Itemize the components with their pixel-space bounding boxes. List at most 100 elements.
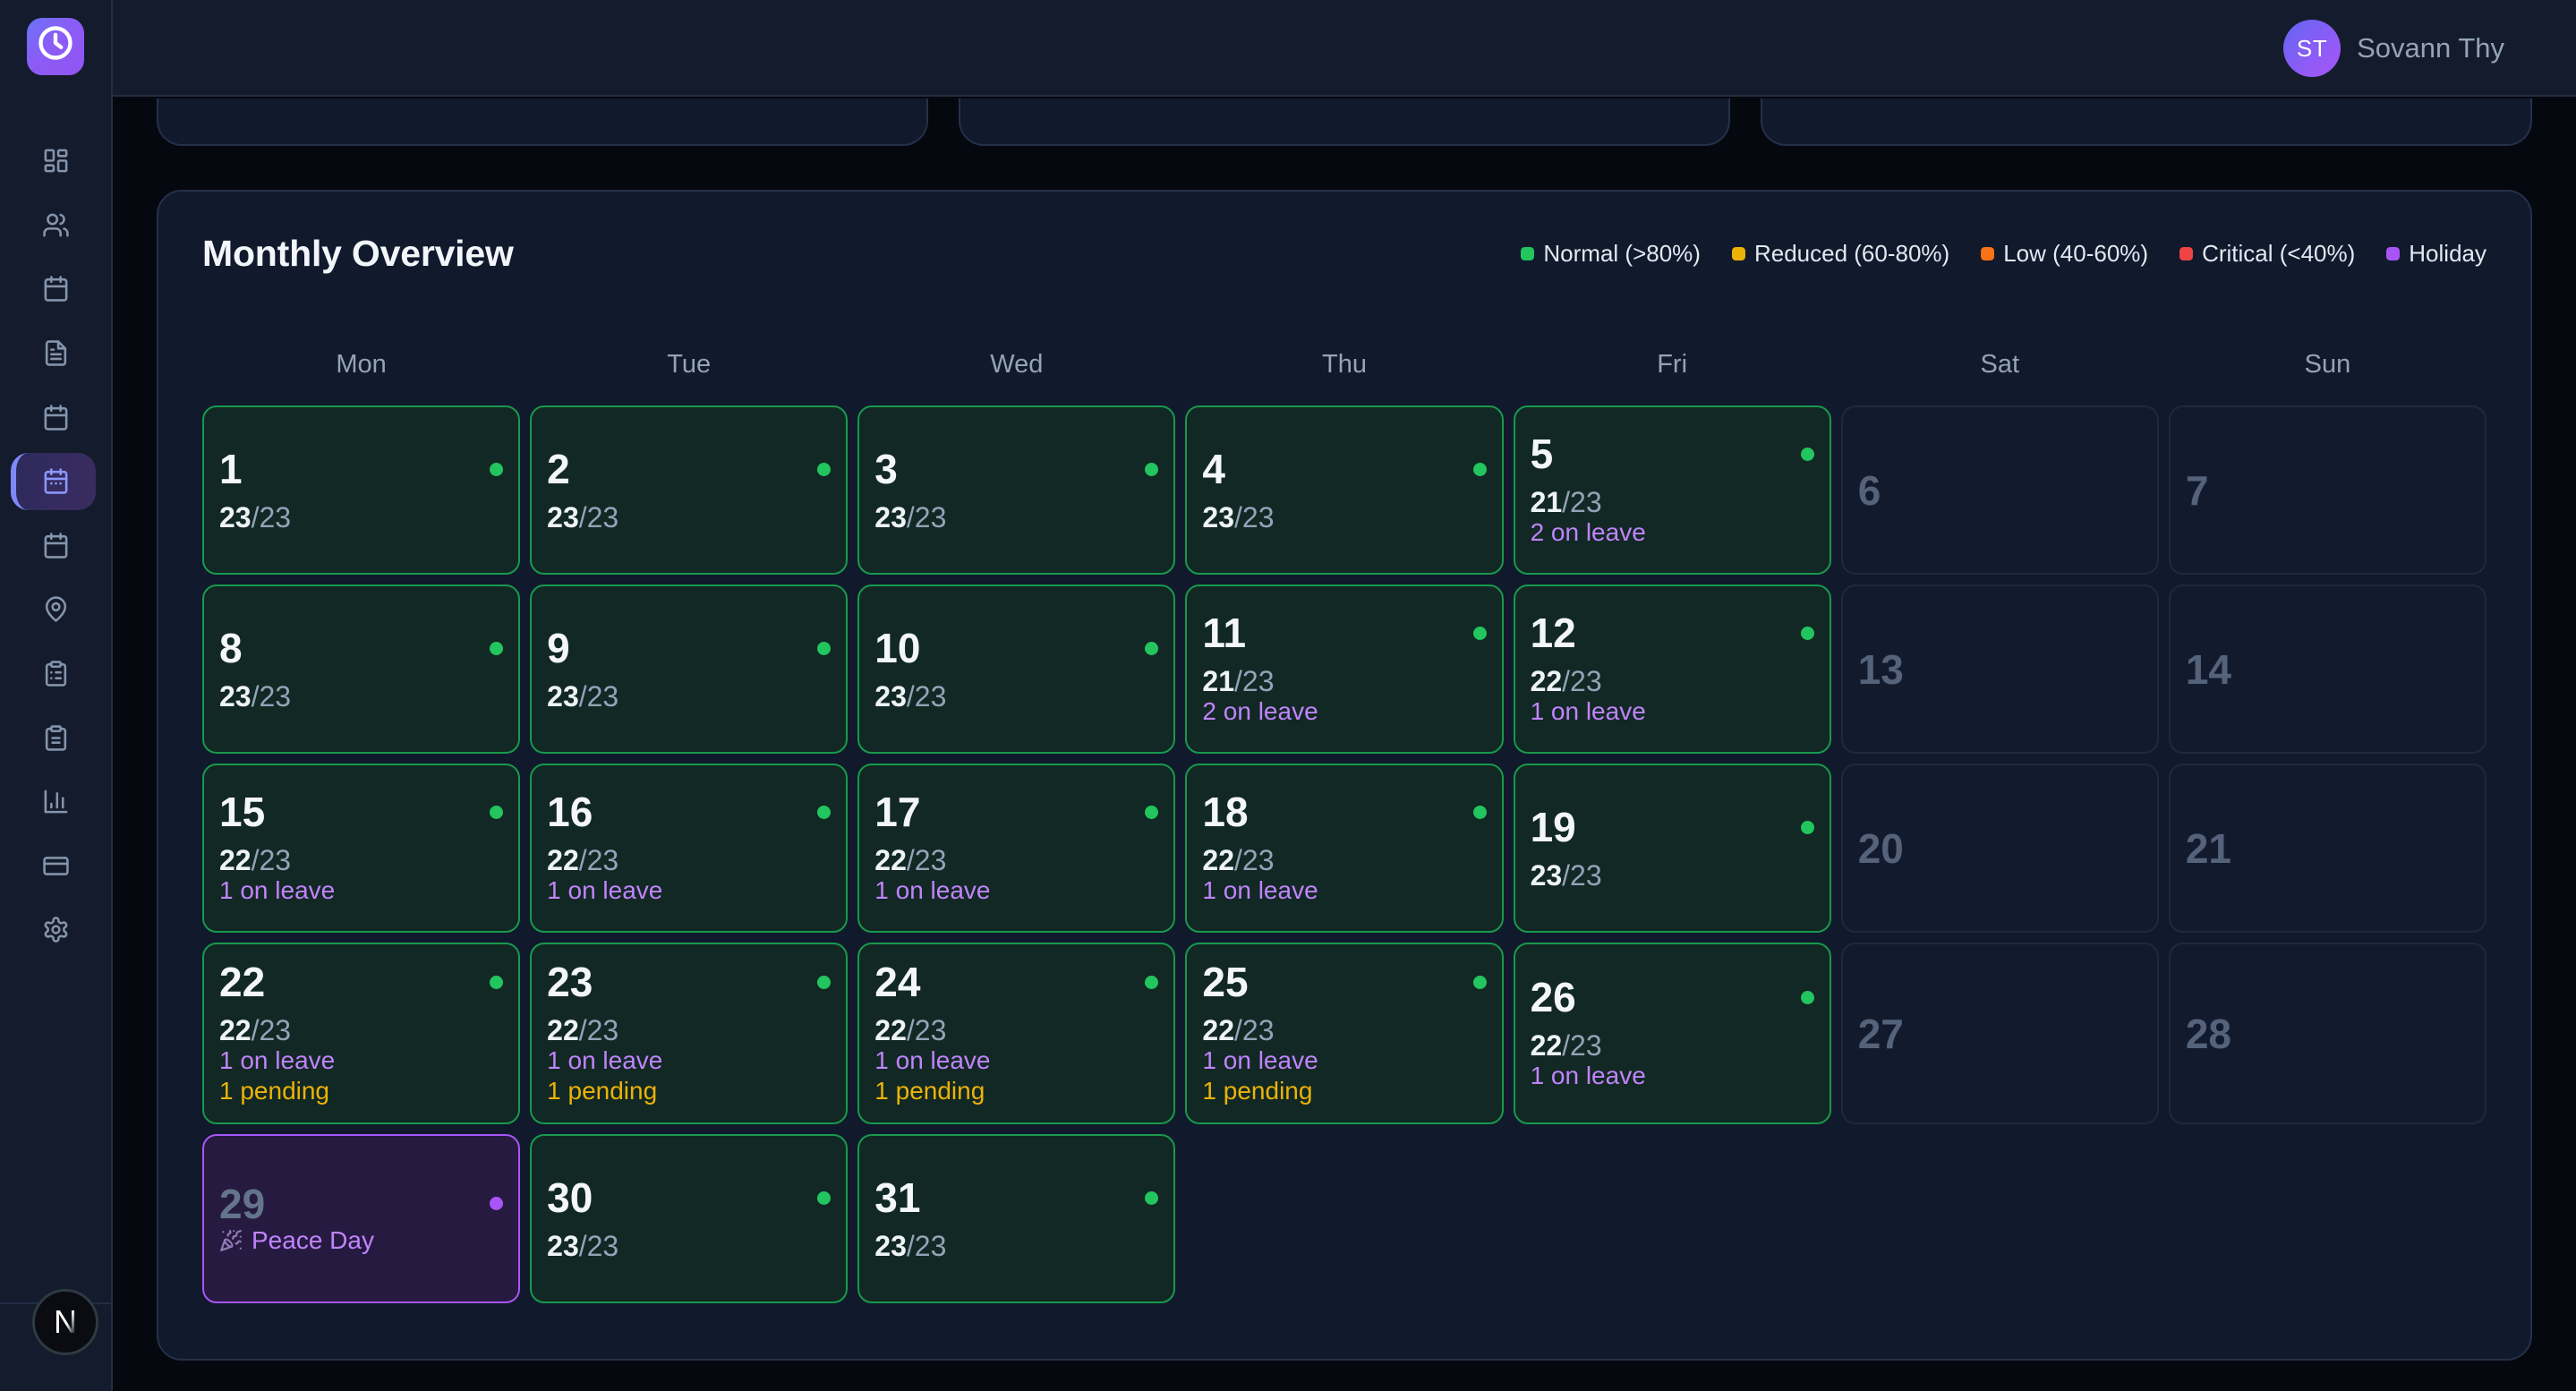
staffing-count: 23/23	[219, 502, 503, 533]
sidebar-item-users[interactable]	[0, 193, 111, 258]
summary-card	[1761, 98, 2532, 146]
day-cell-header: 16	[547, 790, 832, 833]
avatar[interactable]: ST	[2283, 20, 2341, 77]
sidebar-item-dashboard[interactable]	[0, 129, 111, 193]
day-cell-14[interactable]: 14	[2168, 585, 2486, 754]
day-cell-18[interactable]: 18 22/23 1 on leave	[1185, 764, 1504, 933]
nextjs-dev-badge[interactable]: N	[32, 1289, 98, 1355]
day-cell-27[interactable]: 27	[1840, 943, 2159, 1124]
day-cell-26[interactable]: 26 22/23 1 on leave	[1513, 943, 1831, 1124]
day-cell-21[interactable]: 21	[2168, 764, 2486, 933]
day-number: 11	[1202, 610, 1247, 656]
day-cell-3[interactable]: 3 23/23	[857, 405, 1176, 575]
user-menu[interactable]: ST Sovann Thy	[2283, 0, 2504, 97]
on-leave-label: 1 on leave	[1530, 697, 1646, 725]
calendar-grid: 1 23/23 2 23/23 3 23/23 4 23/23 5 21/23 2 on leave…	[202, 405, 2486, 1303]
sidebar-item-bar-chart[interactable]	[0, 770, 111, 834]
legend-label: Normal (>80%)	[1543, 239, 1701, 267]
day-cell-header: 1	[219, 448, 504, 491]
day-cell-30[interactable]: 30 23/23	[530, 1134, 849, 1303]
day-number: 14	[2185, 645, 2232, 693]
legend-item: Critical (<40%)	[2179, 240, 2355, 268]
day-cell-6[interactable]: 6	[1840, 405, 2159, 575]
day-cell-12[interactable]: 12 22/23 1 on leave	[1513, 585, 1831, 754]
staffing-count: 22/23	[219, 1015, 503, 1045]
day-cell-header: 14	[2186, 648, 2469, 691]
day-cell-25[interactable]: 25 22/23 1 on leave 1 pending	[1185, 943, 1504, 1124]
staffing-count: 22/23	[547, 1015, 831, 1045]
legend-chip	[2179, 246, 2194, 260]
sidebar-item-file-text[interactable]	[0, 321, 111, 386]
map-pin-icon	[42, 595, 70, 623]
present-count: 23	[547, 680, 579, 713]
sidebar-item-map-pin[interactable]	[0, 577, 111, 642]
legend-item: Reduced (60-80%)	[1731, 240, 1949, 268]
day-number: 19	[1530, 804, 1576, 850]
weekday-label: Sun	[2304, 350, 2351, 379]
day-cell-5[interactable]: 5 21/23 2 on leave	[1513, 405, 1831, 575]
sidebar-item-settings[interactable]	[0, 898, 111, 962]
pending-label: 1 pending	[874, 1077, 985, 1105]
legend: Normal (>80%) Reduced (60-80%) Low (40-60%…	[1521, 240, 2486, 268]
present-count: 22	[219, 844, 252, 876]
day-cell-11[interactable]: 11 21/23 2 on leave	[1185, 585, 1504, 754]
staffing-count: 23/23	[1202, 502, 1486, 533]
total-count: /23	[1562, 665, 1602, 697]
avatar-initials: ST	[2296, 34, 2328, 62]
day-cell-24[interactable]: 24 22/23 1 on leave 1 pending	[857, 943, 1176, 1124]
app-logo[interactable]	[27, 18, 84, 75]
status-dot	[490, 462, 504, 476]
present-count: 22	[874, 844, 907, 876]
day-cell-17[interactable]: 17 22/23 1 on leave	[857, 764, 1176, 933]
day-cell-1[interactable]: 1 23/23	[202, 405, 521, 575]
day-cell-2[interactable]: 2 23/23	[530, 405, 849, 575]
day-number: 22	[219, 959, 266, 1005]
bar-chart-icon	[42, 788, 70, 815]
staffing-count: 23/23	[874, 502, 1158, 533]
day-cell-header: 10	[874, 627, 1159, 670]
day-cell-4[interactable]: 4 23/23	[1185, 405, 1504, 575]
day-cell-10[interactable]: 10 23/23	[857, 585, 1176, 754]
sidebar-item-credit-card[interactable]	[0, 834, 111, 899]
sidebar-item-calendar[interactable]	[0, 257, 111, 321]
staffing-count: 22/23	[1202, 845, 1486, 875]
staffing-count: 23/23	[874, 1231, 1158, 1261]
legend-label: Critical (<40%)	[2202, 239, 2356, 267]
day-number: 21	[2185, 824, 2232, 872]
day-number: 18	[1202, 789, 1249, 835]
day-cell-header: 26	[1531, 976, 1814, 1019]
day-number: 30	[547, 1174, 593, 1221]
total-count: /23	[1234, 1014, 1275, 1046]
sidebar-item-calendar-days[interactable]	[0, 449, 111, 514]
sidebar-item-clipboard[interactable]	[0, 705, 111, 770]
day-cell-header: 18	[1202, 789, 1487, 835]
present-count: 22	[1530, 665, 1563, 697]
total-count: /23	[251, 680, 292, 713]
present-count: 22	[547, 1014, 579, 1046]
present-count: 23	[547, 501, 579, 533]
day-cell-15[interactable]: 15 22/23 1 on leave	[202, 764, 521, 933]
sidebar-item-clipboard-list[interactable]	[0, 642, 111, 706]
sidebar-item-calendar[interactable]	[0, 385, 111, 449]
sidebar-item-calendar[interactable]	[0, 514, 111, 578]
day-cell-header: 15	[219, 790, 504, 833]
day-cell-16[interactable]: 16 22/23 1 on leave	[530, 764, 849, 933]
day-cell-9[interactable]: 9 23/23	[530, 585, 849, 754]
day-cell-29[interactable]: 29 Peace Day	[202, 1134, 521, 1303]
day-cell-28[interactable]: 28	[2168, 943, 2486, 1124]
day-cell-22[interactable]: 22 22/23 1 on leave 1 pending	[202, 943, 521, 1124]
day-cell-31[interactable]: 31 23/23	[857, 1134, 1176, 1303]
day-cell-header: 28	[2186, 1012, 2469, 1055]
day-cell-20[interactable]: 20	[1840, 764, 2159, 933]
total-count: /23	[906, 680, 947, 713]
day-cell-19[interactable]: 19 23/23	[1513, 764, 1831, 933]
day-cell-8[interactable]: 8 23/23	[202, 585, 521, 754]
top-bar	[0, 0, 2576, 97]
day-cell-7[interactable]: 7	[2168, 405, 2486, 575]
day-number: 3	[874, 446, 898, 492]
day-cell-23[interactable]: 23 22/23 1 on leave 1 pending	[530, 943, 849, 1124]
day-cell-13[interactable]: 13	[1840, 585, 2159, 754]
status-dot	[1472, 975, 1487, 989]
on-leave-label: 1 on leave	[1202, 876, 1318, 904]
day-cell-header: 7	[2186, 469, 2469, 512]
